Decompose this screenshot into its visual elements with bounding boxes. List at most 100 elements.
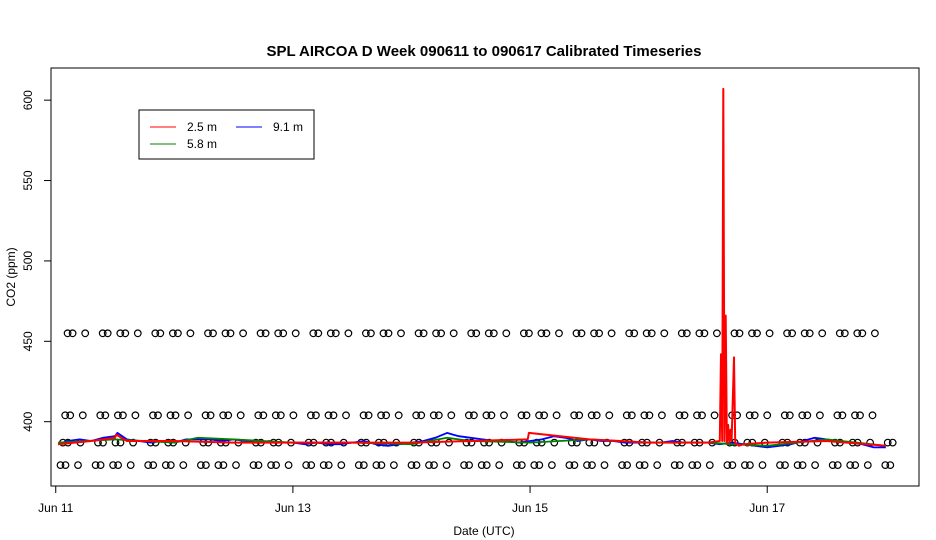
- calibration-point: [640, 411, 649, 420]
- calibration-point: [329, 411, 338, 420]
- calibration-point: [101, 411, 110, 420]
- calibration-point: [548, 461, 556, 470]
- calibration-point: [680, 411, 689, 420]
- calibration-point: [750, 411, 759, 420]
- calibration-point: [658, 411, 666, 420]
- calibration-point: [96, 411, 105, 420]
- calibration-point: [359, 411, 368, 420]
- x-tick-label: Jun 13: [275, 501, 311, 515]
- calibration-point: [592, 411, 601, 420]
- calibration-point: [840, 329, 849, 338]
- calibration-point: [126, 461, 135, 470]
- calibration-point: [583, 461, 591, 470]
- calibration-point: [425, 461, 433, 470]
- calibration-point: [625, 329, 634, 338]
- calibration-point: [816, 411, 824, 420]
- calibration-point: [886, 461, 895, 470]
- calibration-point: [647, 329, 656, 338]
- calibration-point: [623, 461, 631, 470]
- legend-label: 2.5 m: [187, 120, 217, 134]
- calibration-point: [517, 411, 526, 420]
- calibration-point: [818, 329, 827, 338]
- calibration-point: [151, 329, 160, 338]
- calibration-point: [741, 461, 749, 470]
- calibration-point: [63, 329, 72, 338]
- calibration-point: [487, 411, 496, 420]
- calibration-point: [291, 329, 300, 338]
- calibration-point: [537, 329, 546, 338]
- calibration-point: [730, 329, 739, 338]
- calibration-point: [833, 461, 842, 470]
- series-line-2-5-m: [58, 87, 886, 447]
- calibration-point: [603, 438, 611, 447]
- calibration-point: [429, 411, 438, 420]
- calibration-point: [838, 411, 847, 420]
- calibration-point: [888, 438, 897, 447]
- calibration-point: [465, 411, 473, 420]
- calibration-point: [414, 329, 423, 338]
- calibration-point: [171, 411, 180, 420]
- calibration-point: [572, 329, 581, 338]
- calibration-point: [846, 461, 855, 470]
- calibration-point: [587, 411, 596, 420]
- calibration-point: [168, 329, 177, 338]
- calibration-point: [851, 411, 859, 420]
- calibration-point: [133, 329, 142, 338]
- calibration-point: [746, 461, 754, 470]
- calibration-point: [309, 329, 318, 338]
- calibration-point: [550, 438, 559, 447]
- calibration-point: [261, 329, 270, 338]
- calibration-point: [570, 411, 579, 420]
- calibration-point: [640, 461, 649, 470]
- calibration-point: [700, 329, 709, 338]
- calibration-point: [219, 461, 228, 470]
- calibration-point: [512, 461, 521, 470]
- calibration-point: [267, 461, 276, 470]
- calibration-point: [470, 411, 478, 420]
- calibration-point: [161, 461, 170, 470]
- calibration-point: [271, 411, 280, 420]
- calibration-point: [114, 461, 122, 470]
- calibration-point: [390, 461, 398, 470]
- calibration-point: [525, 329, 533, 338]
- calibration-point: [118, 411, 127, 420]
- calibration-point: [412, 411, 421, 420]
- calibration-point: [307, 461, 316, 470]
- calibration-point: [723, 461, 732, 470]
- calibration-point: [232, 461, 240, 470]
- calibration-point: [575, 411, 584, 420]
- calibration-point: [254, 461, 263, 470]
- y-tick-label: 600: [21, 90, 35, 110]
- calibration-point: [224, 411, 233, 420]
- calibration-point: [154, 411, 162, 420]
- calibration-point: [781, 461, 789, 470]
- calibration-point: [324, 461, 333, 470]
- calibration-point: [342, 411, 350, 420]
- calibration-point: [289, 411, 298, 420]
- calibration-point: [484, 329, 493, 338]
- calibration-point: [78, 411, 87, 420]
- calibration-point: [344, 329, 353, 338]
- calibration-point: [103, 329, 112, 338]
- calibration-point: [460, 461, 469, 470]
- y-tick-label: 550: [21, 170, 35, 190]
- calibration-point: [149, 411, 157, 420]
- calibration-point: [693, 411, 701, 420]
- calibration-point: [705, 461, 714, 470]
- calibration-point: [555, 329, 563, 338]
- calibration-point: [302, 461, 311, 470]
- calibration-point: [813, 438, 822, 447]
- calibration-point: [379, 329, 388, 338]
- x-axis-label: Date (UTC): [453, 524, 514, 538]
- legend: 2.5 m 5.8 m 9.1 m: [138, 109, 315, 160]
- calibration-point: [677, 329, 686, 338]
- calibration-point: [272, 461, 281, 470]
- calibration-point: [144, 461, 153, 470]
- calibration-point: [254, 411, 263, 420]
- series-lines: [57, 87, 886, 449]
- calibration-point: [326, 329, 335, 338]
- calibration-point: [384, 329, 393, 338]
- y-axis: 400 450 500 550 600: [21, 90, 51, 432]
- calibration-point: [201, 411, 210, 420]
- calibration-point: [851, 461, 860, 470]
